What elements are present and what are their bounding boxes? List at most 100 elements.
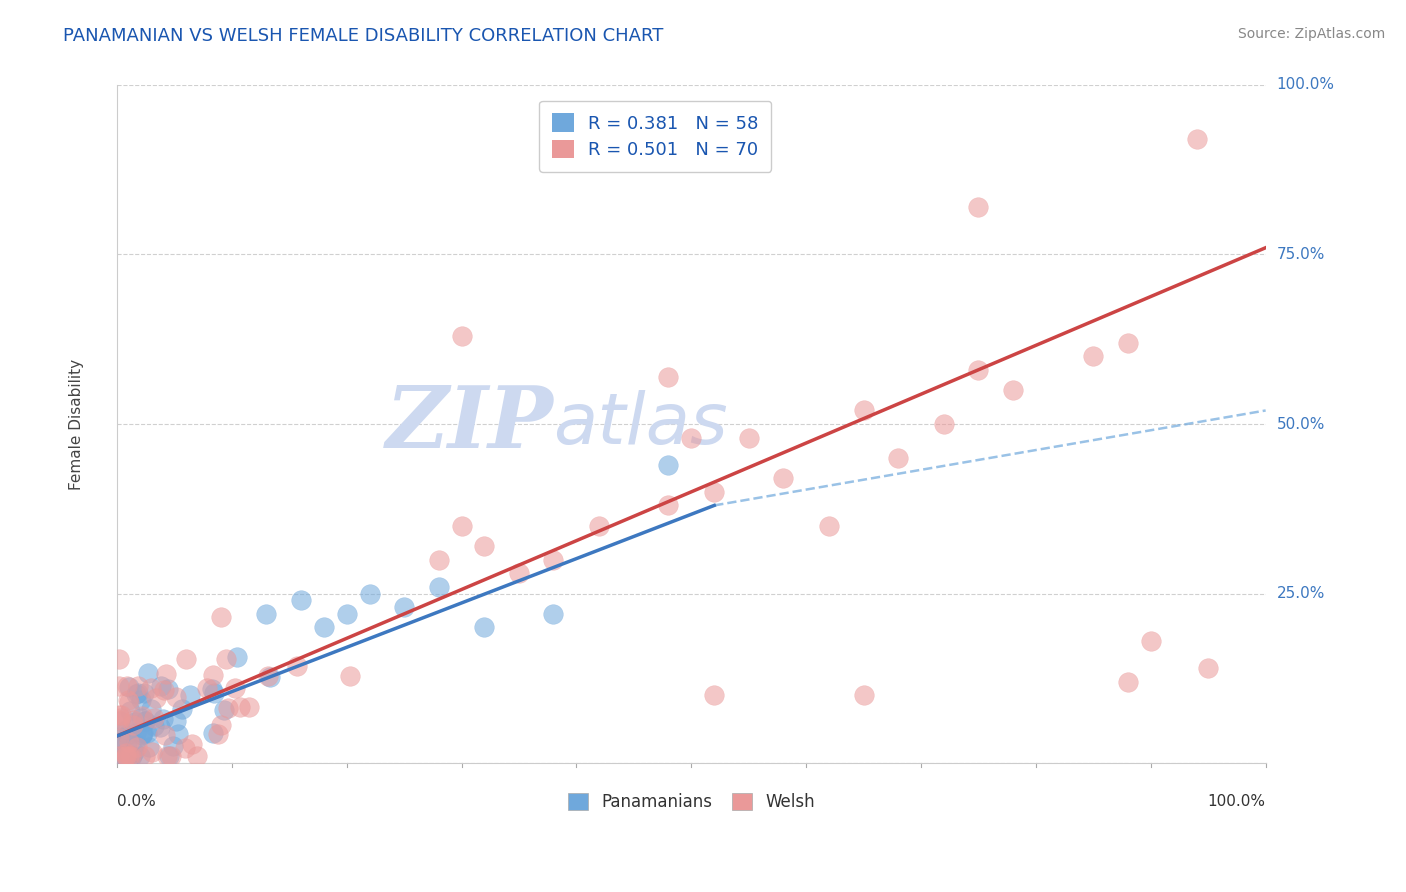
Point (474, 539, 496, 553)
Point (1001, 383, 1024, 397)
Point (312, 620, 335, 634)
Point (115, 723, 138, 738)
Point (156, 681, 179, 696)
Point (772, 471, 794, 485)
Point (122, 718, 145, 732)
Text: PANAMANIAN VS WELSH FEMALE DISABILITY CORRELATION CHART: PANAMANIAN VS WELSH FEMALE DISABILITY CO… (63, 27, 664, 45)
Point (124, 737, 146, 751)
Point (108, 749, 131, 764)
Point (115, 749, 138, 764)
Point (427, 552, 450, 566)
Point (121, 749, 143, 764)
Point (201, 682, 224, 697)
Point (226, 649, 249, 664)
Point (138, 739, 160, 754)
Point (450, 518, 472, 533)
Point (156, 749, 179, 764)
Point (588, 518, 610, 533)
Point (508, 566, 530, 581)
Point (153, 728, 176, 742)
Point (738, 431, 761, 445)
Point (173, 740, 195, 755)
Point (122, 713, 145, 727)
Point (108, 652, 131, 666)
Point (967, 200, 990, 214)
Point (110, 707, 132, 722)
Point (162, 739, 184, 753)
Point (111, 749, 134, 764)
Point (259, 670, 281, 684)
Point (124, 687, 146, 701)
Point (108, 731, 131, 745)
Point (114, 746, 136, 760)
Point (202, 726, 225, 740)
Point (135, 726, 157, 740)
Point (124, 745, 146, 759)
Point (202, 686, 225, 700)
Point (967, 363, 990, 377)
Point (165, 690, 187, 704)
Point (166, 727, 188, 741)
Text: Female Disability: Female Disability (69, 359, 84, 490)
Point (142, 719, 165, 733)
Point (118, 704, 141, 718)
Point (129, 711, 152, 725)
Point (681, 431, 703, 445)
Point (1185, 132, 1208, 146)
Point (129, 693, 152, 707)
Point (108, 740, 131, 755)
Point (657, 499, 679, 513)
Point (1139, 634, 1161, 648)
Point (818, 518, 841, 533)
Point (217, 701, 239, 715)
Point (703, 688, 725, 702)
Point (149, 720, 172, 734)
Point (1116, 335, 1139, 350)
Point (543, 607, 565, 621)
Point (142, 711, 165, 725)
Point (852, 688, 875, 702)
Point (124, 715, 146, 730)
Point (285, 658, 308, 673)
Point (141, 681, 163, 695)
Point (703, 484, 725, 499)
Point (214, 651, 236, 665)
Point (117, 734, 139, 748)
Point (115, 728, 138, 742)
Point (132, 686, 155, 700)
Legend: Panamanians, Welsh: Panamanians, Welsh (555, 781, 827, 822)
Point (932, 417, 955, 431)
Point (120, 749, 142, 764)
Point (117, 692, 139, 706)
Text: 100.0%: 100.0% (1208, 794, 1265, 809)
Point (195, 681, 218, 695)
Point (117, 695, 139, 709)
Point (209, 610, 232, 624)
Text: 25.0%: 25.0% (1277, 586, 1324, 601)
Point (131, 728, 153, 742)
Point (117, 749, 139, 764)
Point (207, 727, 229, 741)
Point (450, 329, 472, 343)
Point (1197, 661, 1219, 675)
Point (131, 727, 153, 741)
Point (108, 707, 131, 722)
Point (229, 699, 252, 714)
Point (139, 702, 162, 716)
Point (134, 714, 156, 729)
Point (157, 749, 180, 764)
Point (214, 703, 236, 717)
Point (657, 369, 679, 384)
Point (134, 714, 156, 728)
Text: ZIP: ZIP (385, 383, 554, 466)
Point (172, 702, 194, 716)
Text: atlas: atlas (554, 390, 728, 458)
Point (136, 665, 159, 680)
Point (118, 680, 141, 694)
Point (145, 690, 167, 705)
Point (238, 700, 260, 714)
Point (155, 666, 177, 681)
Point (120, 749, 142, 764)
Point (336, 607, 359, 621)
Point (108, 749, 131, 764)
